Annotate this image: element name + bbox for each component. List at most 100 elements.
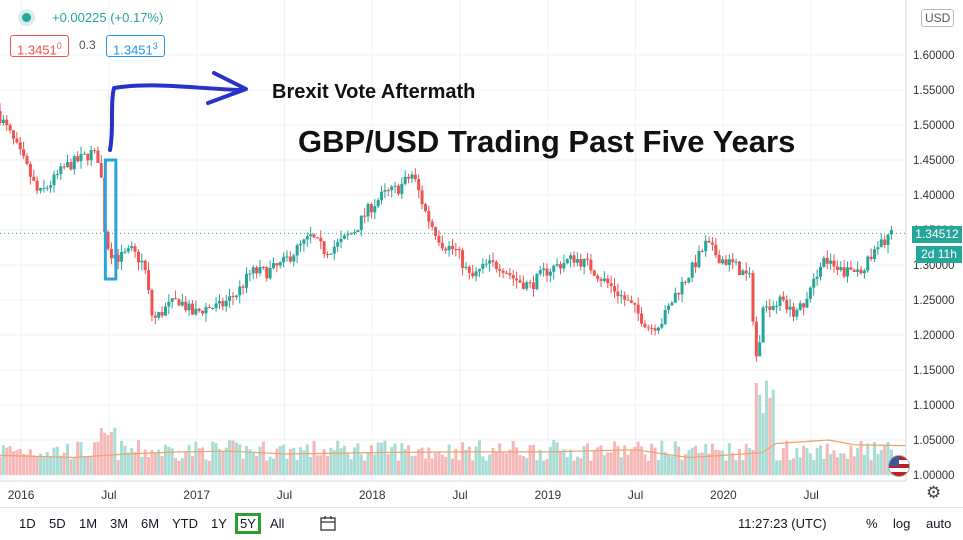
candle-body [450,245,454,250]
range-6m-button[interactable]: 6M [141,516,160,531]
volume-bar [403,449,407,475]
volume-bar [542,460,546,475]
candle-body [781,296,785,300]
candle-body [130,246,134,249]
bottom-toolbar: 1D 5D 1M 3M 6M YTD 1Y 5Y All 11:27:23 (U… [0,507,963,540]
candle-body [727,259,731,265]
volume-bar [646,460,650,475]
range-5y-button[interactable]: 5Y [235,513,261,534]
volume-bar [170,448,174,475]
range-3m-button[interactable]: 3M [110,516,129,531]
candle-body [49,185,53,188]
candle-body [663,309,667,324]
log-scale-toggle[interactable]: log [893,516,911,531]
candle-body [829,260,833,264]
volume-bar [683,454,687,475]
range-all-button[interactable]: All [270,516,285,531]
candle-body [261,266,265,268]
volume-bar [498,443,502,475]
volume-bar [788,459,792,475]
candle-body [207,306,211,309]
candle-body [410,174,414,179]
volume-bar [268,456,272,475]
candle-body [717,255,721,264]
y-tick-label: 1.40000 [913,190,955,202]
candle-body [589,259,593,271]
volume-bar [862,455,866,475]
x-tick-label: Jul [101,488,116,502]
candle-body [677,293,681,295]
range-5d-button[interactable]: 5D [49,516,66,531]
volume-bar [491,447,495,475]
candle-body [366,203,370,217]
currency-label[interactable]: USD [921,9,955,27]
candle-body [596,275,600,280]
volume-bar [278,445,282,475]
volume-moving-average-line [0,439,907,459]
volume-bar [339,448,343,475]
candle-body [302,239,306,244]
candle-body [326,253,330,255]
candle-body [741,270,745,276]
candle-body [363,215,367,217]
percent-scale-toggle[interactable]: % [866,516,878,531]
volume-bar [572,460,576,475]
chart-title: GBP/USD Trading Past Five Years [298,124,796,159]
candle-body [89,150,93,161]
range-1y-button[interactable]: 1Y [211,516,227,531]
auto-scale-toggle[interactable]: auto [926,516,952,531]
candle-body [22,149,26,157]
volume-bar [315,455,319,475]
volume-bar [258,446,262,475]
volume-bar [751,449,755,475]
volume-bar [819,445,823,475]
candle-body [258,266,262,274]
candle-body [282,256,286,263]
candle-body [545,268,549,276]
candle-body [309,234,313,237]
volume-bar [609,452,613,475]
volume-bar [633,446,637,475]
candle-body [28,163,32,177]
volume-bar [228,440,232,475]
calendar-icon[interactable] [320,516,336,534]
y-axis[interactable]: 1.00000 1.05000 1.10000 1.15000 1.20000 1.250… [913,50,955,482]
volume-bar [400,443,404,475]
candle-body [626,299,630,301]
candle-body [484,263,488,265]
volume-bar [761,413,765,475]
gear-icon[interactable]: ⚙ [926,483,942,502]
candle-body [120,252,124,262]
range-1m-button[interactable]: 1M [79,516,98,531]
volume-bar [521,455,525,475]
volume-bar [579,458,583,475]
ask-price-button[interactable]: 1.34513 [106,35,165,57]
volume-bar [109,432,113,475]
volume-bar [846,458,850,475]
volume-bar [116,460,120,475]
volume-bar [312,441,316,475]
x-axis[interactable]: 2016 Jul 2017 Jul 2018 Jul 2019 Jul 2020 Jul [8,488,819,502]
candle-body [346,234,350,236]
candle-body [825,257,829,264]
volume-bar [309,457,313,475]
volume-bar [96,441,100,475]
volume-bar [643,454,647,475]
volume-bar [687,450,691,475]
volume-bar [130,447,134,475]
range-1d-button[interactable]: 1D [19,516,36,531]
candle-body [731,259,735,263]
utc-clock[interactable]: 11:27:23 (UTC) [738,516,827,531]
volume-bar [231,440,235,475]
y-tick-label: 1.10000 [913,400,955,412]
volume-bar [244,446,248,475]
candle-body [0,111,2,124]
bid-price-button[interactable]: 1.34510 [10,35,69,57]
range-ytd-button[interactable]: YTD [172,516,198,531]
candle-body [241,286,245,288]
volume-bar [515,447,519,475]
volume-bar [589,460,593,475]
volume-bar [727,442,731,475]
volume-bar [211,441,215,475]
